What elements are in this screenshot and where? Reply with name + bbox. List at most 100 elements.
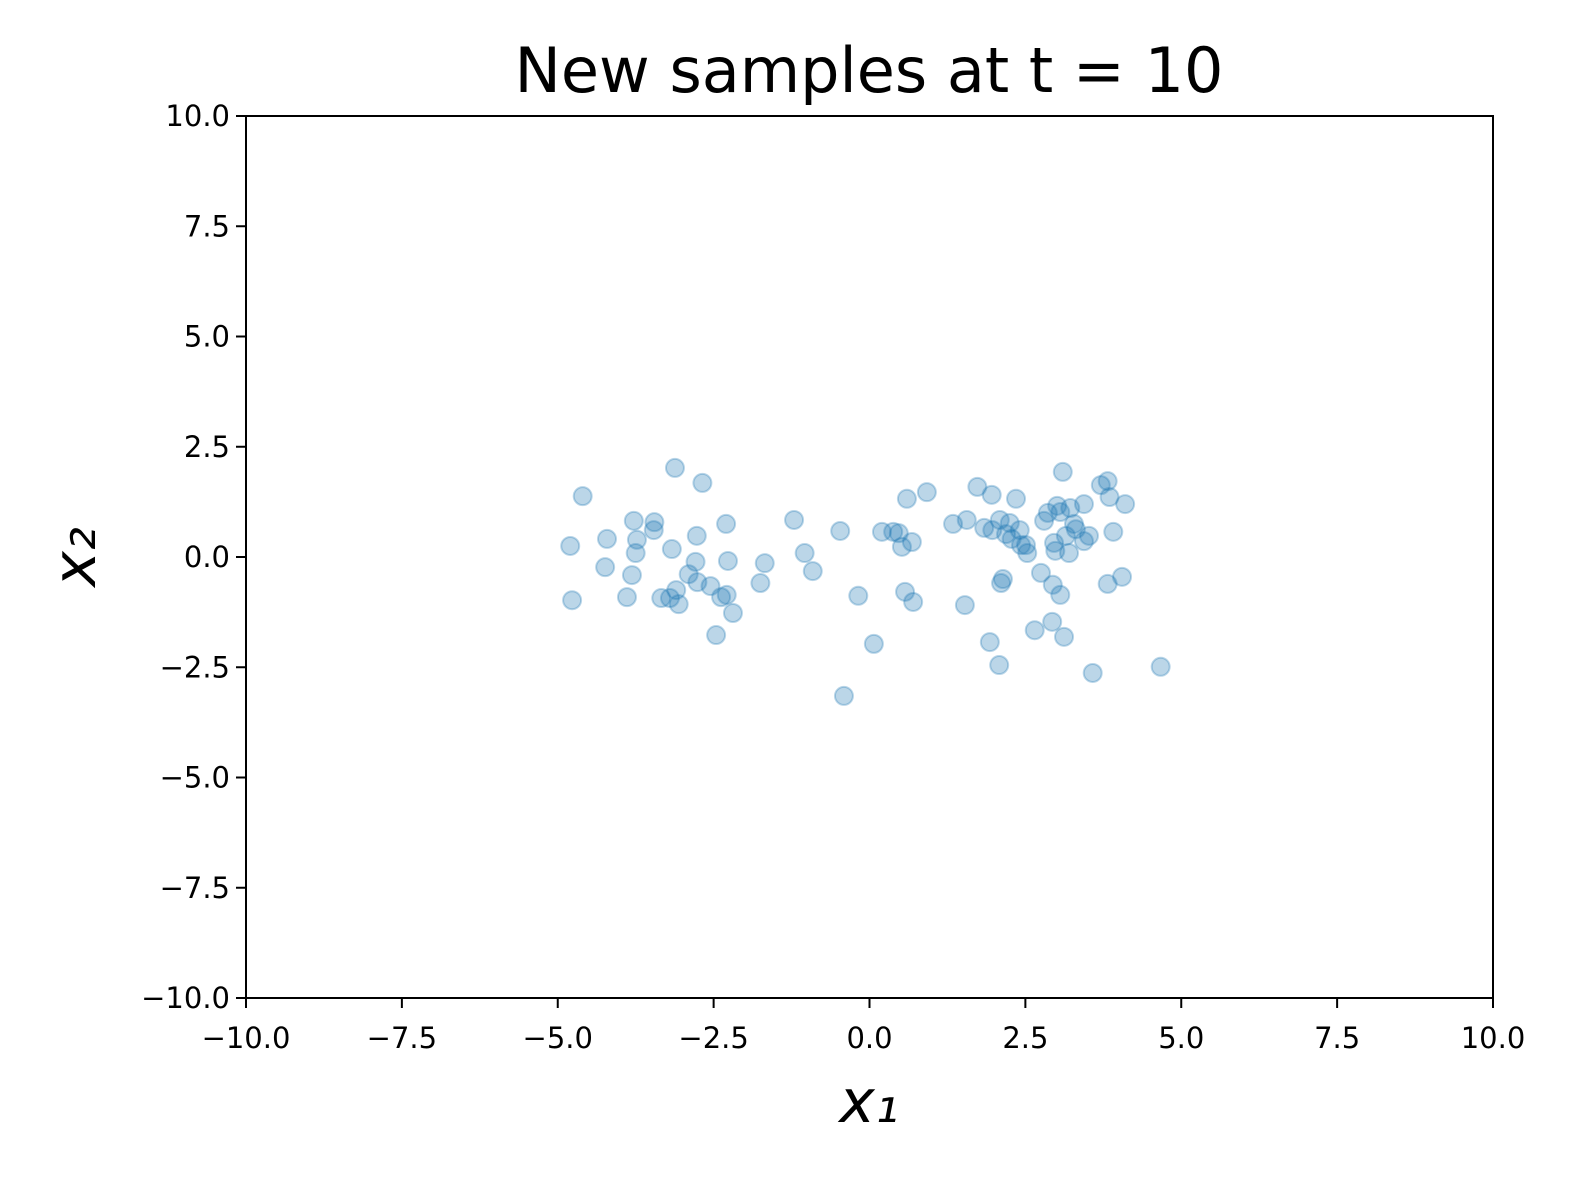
point [1103,521,1124,542]
point [1050,584,1071,605]
y-tick-label: 0.0 [184,540,230,574]
point [1047,495,1068,516]
point [1150,656,1171,677]
point [668,594,689,615]
point [979,632,1000,653]
point [802,561,823,582]
point [651,588,672,609]
point [967,476,988,497]
point [901,532,922,553]
y-tick-label: 2.5 [184,430,230,464]
point [560,535,581,556]
point [711,587,732,608]
point [848,585,869,606]
point [883,521,904,542]
point [717,550,738,571]
point [999,513,1020,534]
point [1042,574,1063,595]
point [664,457,685,478]
point [1034,510,1055,531]
point [572,486,593,507]
point [1059,543,1080,564]
point [888,523,909,544]
point [991,573,1012,594]
point [1037,502,1058,523]
point [1115,494,1136,515]
point [626,529,647,550]
point [562,590,583,611]
point [863,633,884,654]
point [616,587,637,608]
point [644,512,665,533]
point [996,524,1017,545]
x-tick-label: −2.5 [678,1021,748,1055]
point [1090,475,1111,496]
point [716,584,737,605]
point [643,520,664,541]
point [621,565,642,586]
x-tick-label: 5.0 [1158,1021,1204,1055]
point [597,528,618,549]
point [992,569,1013,590]
point [1024,620,1045,641]
point [989,509,1010,530]
point [954,595,975,616]
point [1015,535,1036,556]
point [661,539,682,560]
point [1112,566,1133,587]
y-tick-label: 5.0 [184,320,230,354]
y-tick-label: −7.5 [160,871,230,905]
point [1052,461,1073,482]
point [678,564,699,585]
point [625,543,646,564]
point [692,472,713,493]
point [1082,662,1103,683]
y-tick-label: −10.0 [141,981,230,1015]
point [903,591,924,612]
point [1045,540,1066,561]
point [1097,573,1118,594]
x-tick-label: −5.0 [523,1021,593,1055]
point [1073,531,1094,552]
point [700,576,721,597]
point [1042,611,1063,632]
point [1011,535,1032,556]
point [833,685,854,706]
point [981,484,1002,505]
point [989,655,1010,676]
point [716,513,737,534]
point [891,536,912,557]
point [1073,494,1094,515]
x-tick-label: 2.5 [1002,1021,1048,1055]
point [1099,487,1120,508]
point [1001,528,1022,549]
point [1097,471,1118,492]
y-tick-label: 10.0 [165,99,230,133]
y-tick-label: 7.5 [184,209,230,243]
point [982,520,1003,541]
point [1006,488,1027,509]
point [871,521,892,542]
point [685,551,706,572]
point [687,572,708,593]
point [686,525,707,546]
point [706,625,727,646]
point [1060,498,1081,519]
x-axis-label: x₁ [837,1067,899,1137]
x-tick-label: 7.5 [1314,1021,1360,1055]
point [1055,525,1076,546]
y-tick-label: −2.5 [160,650,230,684]
point [943,513,964,534]
point [1065,519,1086,540]
point [1044,532,1065,553]
point [1050,502,1071,523]
x-tick-label: −7.5 [367,1021,437,1055]
x-tick-label: −10.0 [202,1021,291,1055]
point [974,517,995,538]
point [916,482,937,503]
point [895,581,916,602]
plot-frame [245,115,1494,999]
point [830,520,851,541]
